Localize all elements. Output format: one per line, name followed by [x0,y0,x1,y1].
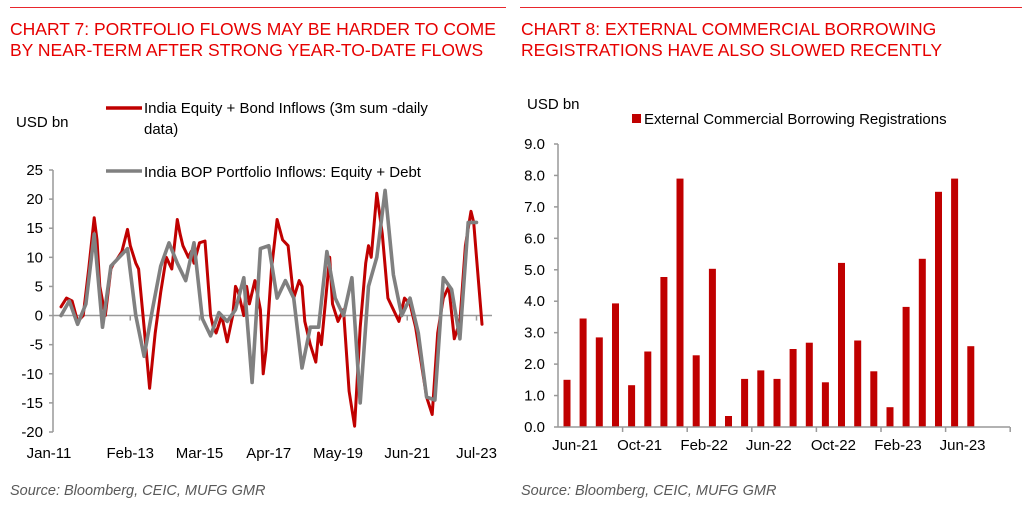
chart8-bar-Nov-21 [644,351,652,427]
chart8-y-tick-label: 6.0 [524,230,545,247]
chart8-x-tick-label: Feb-23 [874,437,922,454]
chart8-bar-Jul-21 [579,318,587,427]
chart8-bar-Oct-22 [821,382,829,427]
chart8-y-tick-label: 9.0 [524,136,545,153]
chart8-x-tick-label: Oct-22 [811,437,856,454]
chart7-y-tick-label: -15 [21,395,43,412]
chart7-y-tick-label: 25 [26,162,43,179]
chart7-y-tick-label: 15 [26,220,43,237]
chart7-y-tick-label: 20 [26,191,43,208]
chart7-y-tick-label: 5 [35,278,43,295]
chart8-bar-Aug-21 [595,337,603,427]
chart8-legend-swatch [632,114,641,123]
top-rule-left [10,7,506,8]
chart8-source: Source: Bloomberg, CEIC, MUFG GMR [521,483,777,499]
chart8-legend-label: External Commercial Borrowing Registrati… [644,111,947,128]
chart8-x-tick-label: Jun-21 [552,437,598,454]
chart7-x-tick-label: Jun-21 [384,445,430,462]
chart8-bar-Jun-23 [951,178,959,427]
chart8-bar-Jun-22 [757,370,765,427]
chart8-bar-Feb-22 [692,355,700,427]
chart8-bar-Sep-22 [805,342,813,427]
chart8-bar-Dec-21 [660,277,668,427]
chart7-series-bop-portfolio-inflows [59,188,479,405]
chart8-x-tick-label: Jun-22 [746,437,792,454]
chart7-y-tick-label: 0 [35,308,43,325]
chart8-bar-Jul-23 [967,346,975,427]
chart7-title-line1: CHART 7: PORTFOLIO FLOWS MAY BE HARDER T… [10,19,496,39]
chart8-bar-Jun-21 [563,379,571,427]
chart8-bar-Jan-23 [870,371,878,427]
chart8-bar-Feb-23 [886,407,894,427]
chart7-title-line2: BY NEAR-TERM AFTER STRONG YEAR-TO-DATE F… [10,40,484,60]
chart8-bar-Jul-22 [773,378,781,427]
chart7-y-tick-label: -20 [21,424,43,441]
chart8-bar-chart: 9.0 8.0 7.0 6.0 5.0 4.0 3.0 2.0 1.0 0.0 Jun-21 Oct-… [524,96,1011,454]
chart8-x-tick-label: Feb-22 [680,437,728,454]
chart7-series-equity-bond-inflows [59,191,484,428]
chart7-x-tick-label: Feb-13 [106,445,154,462]
chart7-x-tick-label: Apr-17 [246,445,291,462]
chart8-bar-Nov-22 [838,262,845,427]
chart8-bar-Apr-22 [725,416,732,427]
chart8-y-tick-label: 7.0 [524,199,545,216]
chart8-bar-Sep-21 [612,303,619,427]
top-rule-right [520,7,1022,8]
chart7-y-tick-label: -10 [21,366,43,383]
chart8-y-tick-label: 5.0 [524,262,545,279]
chart8-bar-Mar-23 [902,306,910,427]
chart8-bar-May-22 [741,378,749,427]
chart8-bar-Dec-22 [854,340,862,427]
chart7-legend-label-red-line2: data) [144,121,178,138]
chart7-line-chart: 25 20 15 10 5 0 -5 -10 -15 -20 Jan-11 Feb-13 Mar-15 A… [16,100,497,462]
chart7-y-tick-label: -5 [30,337,43,354]
chart8-bar-May-23 [935,191,942,427]
chart8-y-tick-label: 4.0 [524,293,545,310]
chart7-legend-label-grey: India BOP Portfolio Inflows: Equity + De… [144,164,422,181]
chart8-title-line2: REGISTRATIONS HAVE ALSO SLOWED RECENTLY [521,40,943,60]
chart8-title-line1: CHART 8: EXTERNAL COMMERCIAL BORROWING [521,19,937,39]
chart8-y-unit-label: USD bn [527,96,580,113]
chart7-x-tick-label: Jan-11 [27,445,72,462]
chart8-x-tick-label: Oct-21 [617,437,662,454]
chart8-bar-Aug-22 [789,349,797,427]
chart8-y-tick-label: 2.0 [524,356,545,373]
chart7-y-tick-label: 10 [26,249,43,266]
chart7-x-tick-label: May-19 [313,445,363,462]
chart8-x-tick-label: Jun-23 [940,437,986,454]
chart8-y-tick-label: 1.0 [524,388,545,405]
chart7-x-tick-label: Jul-23 [456,445,497,462]
chart8-bar-Jan-22 [676,178,684,427]
chart7-y-unit-label: USD bn [16,114,69,131]
chart7-legend-label-red: India Equity + Bond Inflows (3m sum -dai… [144,100,428,117]
chart8-bar-Mar-22 [708,268,716,427]
chart8-bar-Apr-23 [918,258,926,427]
chart8-y-tick-label: 3.0 [524,325,545,342]
chart7-source: Source: Bloomberg, CEIC, MUFG GMR [10,483,266,499]
chart8-y-tick-label: 0.0 [524,419,545,436]
chart8-y-tick-label: 8.0 [524,167,545,184]
chart8-bar-Oct-21 [628,385,636,427]
chart7-x-tick-label: Mar-15 [176,445,224,462]
